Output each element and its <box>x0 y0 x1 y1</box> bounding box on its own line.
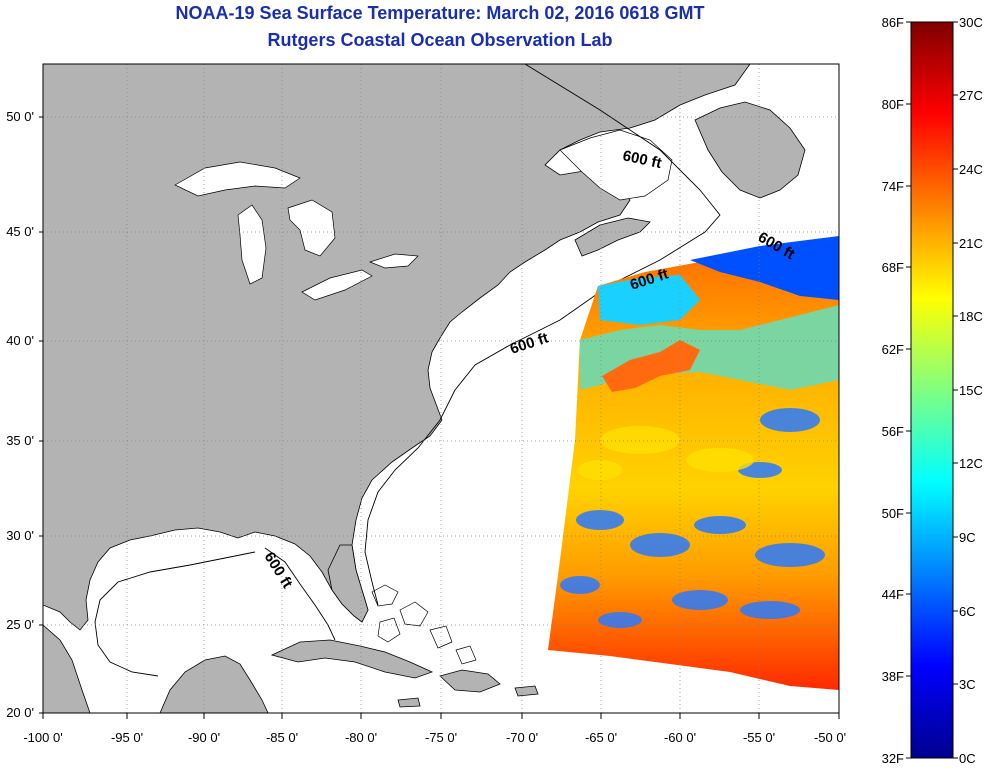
sst-swath <box>548 236 839 690</box>
fahrenheit-label: 86F <box>882 15 904 30</box>
celsius-label: 18C <box>959 309 983 324</box>
fahrenheit-label: 44F <box>882 587 904 602</box>
lon-label: -50 0' <box>814 730 846 745</box>
gulf-isobath-line <box>94 547 336 677</box>
temperature-colorbar <box>910 21 954 759</box>
north-america-land <box>43 64 751 631</box>
fahrenheit-label: 38F <box>882 669 904 684</box>
lat-label: 35 0' <box>6 433 34 448</box>
celsius-label: 21C <box>959 236 983 251</box>
longitude-labels: -100 0' -95 0' -90 0' -85 0' -80 0' -75 … <box>23 730 846 745</box>
lat-label: 40 0' <box>6 333 34 348</box>
celsius-label: 30C <box>959 15 983 30</box>
lat-label: 20 0' <box>6 705 34 720</box>
celsius-label: 15C <box>959 383 983 398</box>
axis-ticks <box>39 116 840 719</box>
lon-label: -100 0' <box>23 730 62 745</box>
celsius-label: 6C <box>959 604 976 619</box>
graticule <box>43 64 839 713</box>
cuba-land <box>270 639 434 679</box>
lake-michigan <box>237 204 267 285</box>
colorbar-fahrenheit-labels: 86F 80F 74F 68F 62F 56F 50F 44F 38F 32F <box>882 15 904 766</box>
fahrenheit-label: 74F <box>882 179 904 194</box>
lon-label: -80 0' <box>345 730 377 745</box>
jamaica-land <box>397 697 421 708</box>
celsius-label: 27C <box>959 88 983 103</box>
fahrenheit-label: 68F <box>882 260 904 275</box>
lat-label: 30 0' <box>6 528 34 543</box>
bahamas-islands <box>371 584 477 665</box>
newfoundland-land <box>694 101 806 199</box>
lat-label: 25 0' <box>6 617 34 632</box>
fahrenheit-label: 80F <box>882 97 904 112</box>
lake-erie <box>301 269 373 301</box>
celsius-label: 12C <box>959 456 983 471</box>
lake-superior <box>174 161 301 197</box>
lon-label: -95 0' <box>111 730 143 745</box>
celsius-label: 24C <box>959 162 983 177</box>
lon-label: -55 0' <box>743 730 775 745</box>
lat-label: 45 0' <box>6 224 34 239</box>
central-america-land <box>43 624 91 713</box>
latitude-labels: 50 0' 45 0' 40 0' 35 0' 30 0' 25 0' 20 0… <box>6 109 34 720</box>
fahrenheit-label: 56F <box>882 424 904 439</box>
lake-ontario <box>368 253 419 269</box>
florida-land <box>327 544 369 623</box>
map-subtitle: Rutgers Coastal Ocean Observation Lab <box>267 30 613 50</box>
lon-label: -65 0' <box>585 730 617 745</box>
lat-label: 50 0' <box>6 109 34 124</box>
isobath-line <box>364 64 721 606</box>
lon-label: -70 0' <box>506 730 538 745</box>
puerto-rico-land <box>514 685 539 697</box>
lon-label: -90 0' <box>188 730 220 745</box>
colorbar-ticks <box>906 21 958 759</box>
hispaniola-land <box>439 669 501 693</box>
celsius-label: 0C <box>959 751 976 766</box>
lon-label: -75 0' <box>425 730 457 745</box>
lake-huron <box>287 199 336 257</box>
celsius-label: 3C <box>959 677 976 692</box>
map-title: NOAA-19 Sea Surface Temperature: March 0… <box>175 3 705 23</box>
fahrenheit-label: 50F <box>882 506 904 521</box>
lon-label: -60 0' <box>664 730 696 745</box>
colorbar-celsius-labels: 30C 27C 24C 21C 18C 15C 12C 9C 6C 3C 0C <box>959 15 983 766</box>
fahrenheit-label: 62F <box>882 342 904 357</box>
yucatan-land <box>159 655 269 713</box>
lon-label: -85 0' <box>266 730 298 745</box>
gulf-st-lawrence <box>559 129 673 201</box>
fahrenheit-label: 32F <box>882 751 904 766</box>
celsius-label: 9C <box>959 530 976 545</box>
